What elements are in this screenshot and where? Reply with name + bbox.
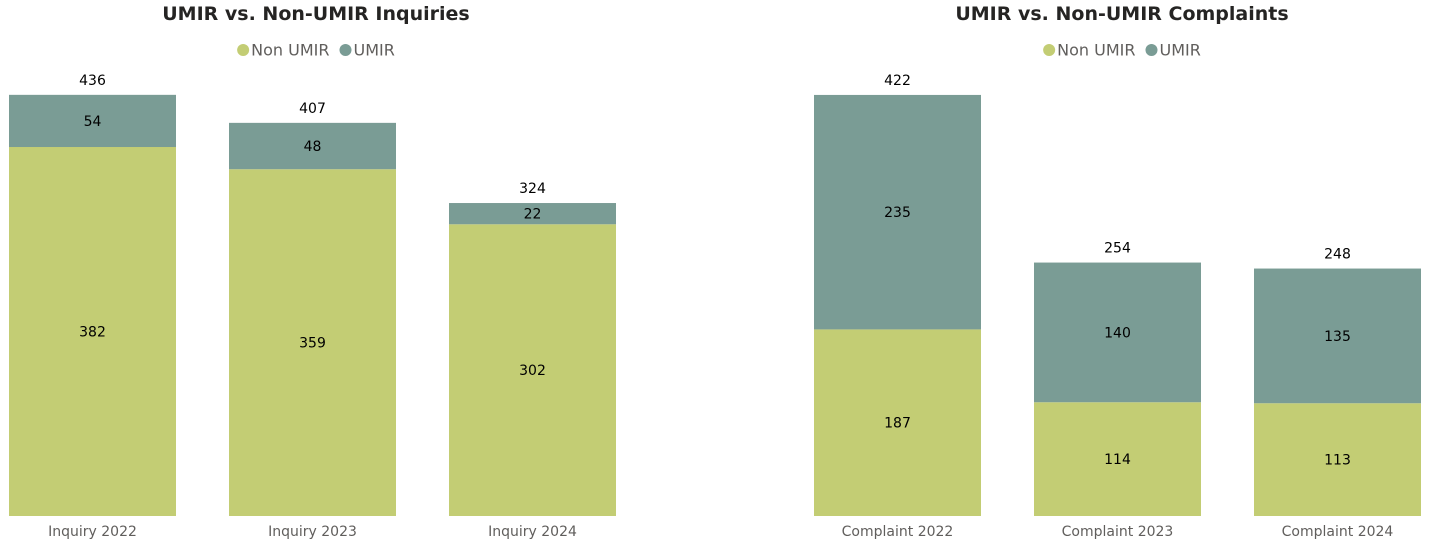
legend-label: UMIR	[353, 41, 394, 60]
legend-item[interactable]: Non UMIR	[1043, 41, 1135, 60]
data-label: 22	[524, 207, 542, 223]
data-label: 54	[84, 114, 102, 130]
legend-marker	[1043, 44, 1056, 56]
legend-label: Non UMIR	[251, 41, 329, 60]
bar-segment-umir[interactable]	[9, 94, 176, 148]
bar-stack[interactable]: 302 22 324	[449, 181, 616, 516]
data-label: 140	[1104, 325, 1131, 341]
legend-marker	[237, 44, 250, 56]
legend-item[interactable]: Non UMIR	[237, 41, 329, 60]
legend: Non UMIR UMIR	[237, 41, 395, 60]
data-label: 382	[79, 325, 106, 341]
total-label: 324	[519, 181, 546, 197]
bar-stack[interactable]: 187 235 422	[814, 73, 981, 516]
legend-label: Non UMIR	[1057, 41, 1135, 60]
data-label: 135	[1324, 329, 1351, 345]
category-tick-label: Inquiry 2023	[268, 524, 357, 540]
category-tick-label: Complaint 2023	[1062, 524, 1174, 540]
legend-marker	[339, 44, 352, 56]
chart-1: UMIR vs. Non-UMIR Inquiries Non UMIR UMIR 3…	[9, 3, 616, 540]
bar-segment-umir[interactable]	[1254, 268, 1421, 404]
category-tick-label: Complaint 2024	[1282, 524, 1394, 540]
data-label: 114	[1104, 452, 1131, 468]
data-label: 235	[884, 205, 911, 221]
bar-segment-umir[interactable]	[229, 122, 396, 170]
category-tick-label: Inquiry 2022	[48, 524, 137, 540]
bar-segment-non-umir[interactable]	[229, 169, 396, 516]
legend: Non UMIR UMIR	[1043, 41, 1201, 60]
category-tick-label: Complaint 2022	[842, 524, 954, 540]
bar-segment-non-umir[interactable]	[814, 329, 981, 516]
total-label: 422	[884, 73, 911, 89]
chart-title: UMIR vs. Non-UMIR Inquiries	[162, 3, 470, 25]
data-label: 302	[519, 363, 546, 379]
legend-item[interactable]: UMIR	[1145, 41, 1201, 60]
bar-stack[interactable]: 114 140 254	[1034, 241, 1201, 516]
category-tick-label: Inquiry 2024	[488, 524, 577, 540]
data-label: 48	[304, 139, 322, 155]
bar-stack[interactable]: 382 54 436	[9, 73, 176, 516]
bar-segment-non-umir[interactable]	[1254, 403, 1421, 516]
legend-label: UMIR	[1159, 41, 1200, 60]
legend-marker	[1145, 44, 1158, 56]
total-label: 248	[1324, 247, 1351, 263]
bar-stack[interactable]: 359 48 407	[229, 101, 396, 516]
total-label: 254	[1104, 241, 1131, 257]
bar-segment-umir[interactable]	[814, 94, 981, 330]
total-label: 436	[79, 73, 106, 89]
bar-segment-non-umir[interactable]	[9, 147, 176, 516]
chart-title: UMIR vs. Non-UMIR Complaints	[955, 3, 1288, 25]
bar-segment-non-umir[interactable]	[1034, 402, 1201, 516]
bar-segment-umir[interactable]	[449, 203, 616, 225]
legend-item[interactable]: UMIR	[339, 41, 395, 60]
chart-2: UMIR vs. Non-UMIR Complaints Non UMIR UMIR…	[814, 3, 1421, 540]
bar-segment-non-umir[interactable]	[449, 224, 616, 516]
total-label: 407	[299, 101, 326, 117]
bar-segment-umir[interactable]	[1034, 262, 1201, 403]
data-label: 187	[884, 416, 911, 432]
data-label: 113	[1324, 453, 1351, 469]
bar-stack[interactable]: 113 135 248	[1254, 247, 1421, 516]
data-label: 359	[299, 336, 326, 352]
